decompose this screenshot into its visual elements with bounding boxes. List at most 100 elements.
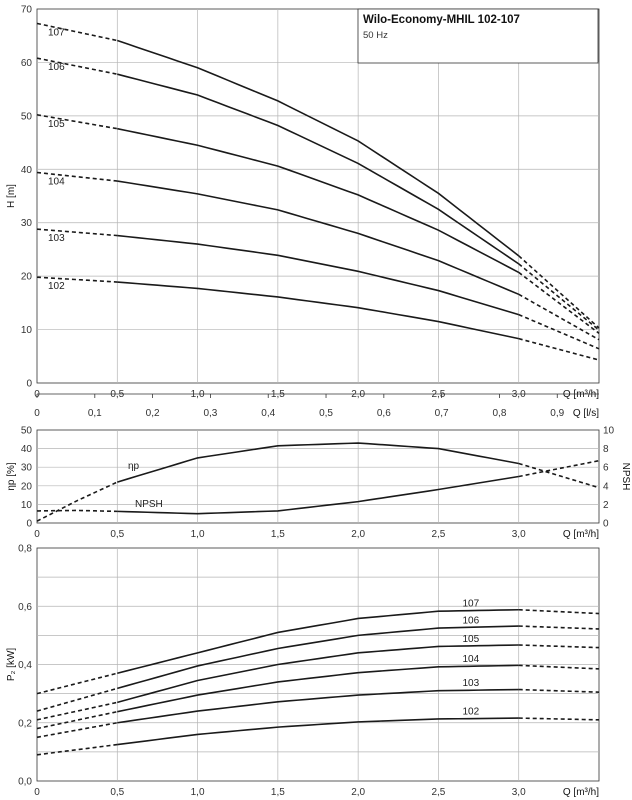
head-series-label-104: 104 (48, 176, 65, 187)
eff-x-tick-label: 0,5 (110, 529, 124, 540)
npsh-y-tick-label: 6 (603, 463, 609, 474)
power-x-tick-label: 3,0 (512, 787, 526, 798)
head-series-label-106: 106 (48, 62, 65, 73)
power-y-tick-label: 0,0 (18, 777, 32, 788)
series-eta-dashed-start (36, 481, 118, 522)
eff-y-tick-label: 10 (21, 500, 33, 511)
power-y-tick-label: 0,4 (18, 660, 32, 671)
head-x-axis-label: Q [m³/h] (563, 389, 599, 400)
efficiency-npsh-chart: 0 10 20 30 40 50 0 2 4 6 8 10 0 0,5 1,0 1,5 2,0 2,5 3,0 Q [… (6, 426, 631, 541)
power-series-label-107: 107 (463, 599, 480, 610)
ls-axis-label: Q [l/s] (573, 408, 599, 419)
series-head-103-line (117, 234, 519, 316)
chart-title: Wilo-Economy-MHIL 102-107 (363, 14, 520, 26)
power-y-tick-label: 0,6 (18, 602, 32, 613)
series-npsh-dashed-start (36, 509, 118, 513)
head-y-tick-label: 40 (21, 165, 33, 176)
head-y-axis-label: H [m] (6, 184, 17, 208)
head-x-tick-label: 1,5 (271, 389, 285, 400)
title-box-frame (357, 8, 599, 64)
eff-y-tick-label: 0 (26, 519, 32, 530)
eta-series-label: ηp (128, 461, 140, 472)
series-head-107-dashed-end (518, 255, 600, 329)
series-head-104-dashed-end (518, 293, 600, 341)
ls-axis-tick-label: 0,8 (492, 408, 506, 419)
head-y-tick-label: 50 (21, 111, 33, 122)
eff-y-tick-label: 30 (21, 463, 33, 474)
head-x-tick-label: 2,0 (351, 389, 365, 400)
chart-subtitle: 50 Hz (363, 30, 388, 41)
series-power-107-dashed-end (518, 608, 600, 615)
series-head-106-line (117, 73, 520, 265)
eff-x-tick-label: 2,5 (431, 529, 445, 540)
power-series-label-105: 105 (463, 634, 480, 645)
series-head-102-line (117, 281, 519, 340)
npsh-y-tick-label: 4 (603, 481, 609, 492)
npsh-y-tick-label: 2 (603, 500, 609, 511)
series-power-103-dashed-end (518, 688, 600, 693)
head-x-tick-label: 1,0 (191, 389, 205, 400)
ls-axis-tick-label: 0,7 (435, 408, 449, 419)
power-x-tick-label: 0 (34, 787, 40, 798)
series-power-106-line (117, 625, 519, 690)
power-y-axis-label: P₂ [kW] (6, 648, 17, 682)
series-power-107-line (117, 608, 519, 675)
eff-y-axis-label: ηp [%] (6, 462, 17, 491)
eff-y-tick-label: 50 (21, 426, 33, 437)
head-series-label-107: 107 (48, 27, 65, 38)
power-series-label-103: 103 (463, 678, 480, 689)
series-power-106-dashed-end (518, 625, 600, 630)
series-head-106-dashed-end (518, 263, 600, 331)
ls-axis-tick-label: 0,4 (261, 408, 275, 419)
head-x-tick-label: 0,5 (110, 389, 124, 400)
head-x-tick-label: 3,0 (512, 389, 526, 400)
npsh-y-tick-label: 8 (603, 444, 609, 455)
power-series-label-104: 104 (463, 654, 480, 665)
head-series-label-103: 103 (48, 233, 65, 244)
eff-x-tick-label: 3,0 (512, 529, 526, 540)
series-head-105-dashed-end (518, 271, 600, 334)
head-series-label-102: 102 (48, 281, 65, 292)
npsh-y-axis-label: NPSH (620, 463, 631, 491)
eff-y-tick-label: 40 (21, 444, 33, 455)
power-x-tick-label: 1,0 (191, 787, 205, 798)
head-y-tick-label: 20 (21, 272, 33, 283)
ls-axis-tick-label: 0,2 (146, 408, 160, 419)
eff-x-axis-label: Q [m³/h] (563, 529, 599, 540)
power-y-tick-label: 0,8 (18, 544, 32, 555)
ls-axis-tick-label: 0,1 (88, 408, 102, 419)
eff-x-tick-label: 1,5 (271, 529, 285, 540)
head-y-tick-label: 10 (21, 325, 33, 336)
npsh-y-tick-label: 10 (603, 426, 615, 437)
eff-x-tick-label: 0 (34, 529, 40, 540)
power-series-label-102: 102 (463, 707, 480, 718)
ls-axis-tick-label: 0,6 (377, 408, 391, 419)
series-power-103-line (117, 688, 519, 724)
ls-axis-tick-label: 0,9 (550, 408, 564, 419)
series-power-102-line (117, 717, 519, 746)
power-x-tick-label: 1,5 (271, 787, 285, 798)
series-head-103-dashed-end (518, 313, 600, 350)
head-chart: 0 10 20 30 40 50 60 70 0 0,5 1,0 1,5 2,0 2,5 3,0 Q [m³/… (6, 5, 600, 419)
head-y-tick-label: 0 (26, 379, 32, 390)
power-x-tick-label: 0,5 (110, 787, 124, 798)
series-npsh-line (117, 475, 519, 515)
power-x-tick-label: 2,0 (351, 787, 365, 798)
eff-plot-area (36, 429, 600, 524)
npsh-y-tick-label: 0 (603, 519, 609, 530)
series-eta-line (117, 442, 519, 483)
ls-axis-tick-label: 0,5 (319, 408, 333, 419)
npsh-series-label: NPSH (135, 499, 163, 510)
title-box: Wilo-Economy-MHIL 102-107 50 Hz (357, 8, 599, 64)
head-series-label-105: 105 (48, 119, 65, 130)
head-x-tick-label: 2,5 (431, 389, 445, 400)
series-power-105-dashed-end (518, 644, 600, 649)
series-power-105-line (117, 644, 519, 704)
series-head-104-line (117, 180, 520, 296)
head-plot-area (36, 8, 600, 384)
eff-y-tick-label: 20 (21, 481, 33, 492)
head-y-tick-label: 60 (21, 58, 33, 69)
series-power-104-dashed-end (518, 664, 600, 670)
ls-axis-tick-label: 0 (34, 408, 40, 419)
